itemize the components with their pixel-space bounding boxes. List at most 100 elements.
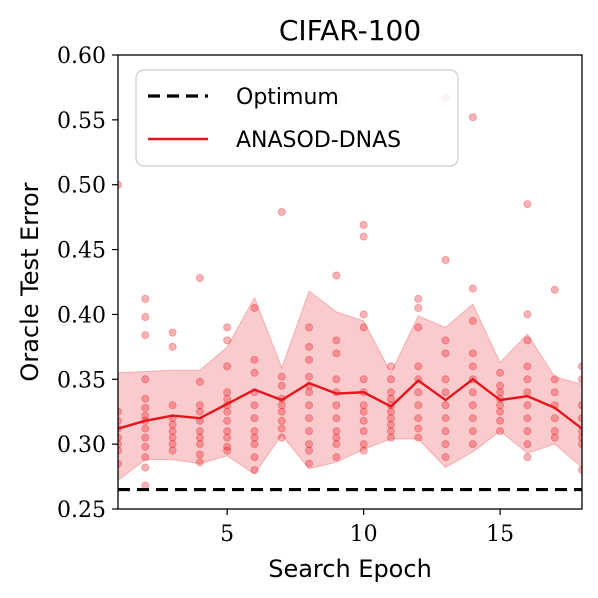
data-point bbox=[523, 414, 532, 423]
data-point bbox=[441, 375, 450, 384]
legend-label-optimum: Optimum bbox=[236, 85, 339, 110]
data-point bbox=[141, 294, 150, 303]
data-point bbox=[141, 463, 150, 472]
data-point bbox=[305, 414, 314, 423]
y-tick-label: 0.30 bbox=[57, 433, 106, 458]
data-point bbox=[332, 453, 341, 462]
data-point bbox=[359, 427, 368, 436]
data-point bbox=[441, 388, 450, 397]
data-point bbox=[414, 424, 423, 433]
data-point bbox=[496, 401, 505, 410]
data-point bbox=[550, 285, 559, 294]
data-point bbox=[195, 427, 204, 436]
data-point bbox=[250, 401, 259, 410]
data-point bbox=[223, 388, 232, 397]
data-point bbox=[250, 368, 259, 377]
data-point bbox=[195, 401, 204, 410]
data-point bbox=[168, 440, 177, 449]
data-point bbox=[523, 200, 532, 209]
data-point bbox=[496, 427, 505, 436]
data-point bbox=[332, 440, 341, 449]
chart-title: CIFAR-100 bbox=[279, 14, 421, 47]
data-point bbox=[414, 323, 423, 332]
data-point bbox=[523, 427, 532, 436]
data-point bbox=[496, 368, 505, 377]
y-tick-label: 0.55 bbox=[57, 109, 106, 134]
data-point bbox=[141, 442, 150, 451]
data-point bbox=[386, 414, 395, 423]
data-point bbox=[386, 388, 395, 397]
data-point bbox=[332, 433, 341, 442]
data-point bbox=[359, 416, 368, 425]
data-point bbox=[141, 453, 150, 462]
data-point bbox=[386, 362, 395, 371]
data-point bbox=[386, 420, 395, 429]
data-point bbox=[523, 362, 532, 371]
data-point bbox=[468, 388, 477, 397]
series-line-anasod-dnas bbox=[118, 377, 582, 430]
data-point bbox=[359, 310, 368, 319]
data-point bbox=[441, 453, 450, 462]
data-point bbox=[141, 313, 150, 322]
data-point bbox=[141, 394, 150, 403]
data-point bbox=[523, 310, 532, 319]
data-point bbox=[250, 427, 259, 436]
data-point bbox=[305, 323, 314, 332]
data-point bbox=[550, 388, 559, 397]
data-point bbox=[523, 336, 532, 345]
data-point bbox=[168, 342, 177, 351]
data-point bbox=[250, 303, 259, 312]
data-point bbox=[468, 401, 477, 410]
data-point bbox=[441, 255, 450, 264]
data-point bbox=[195, 458, 204, 467]
data-point bbox=[578, 466, 582, 475]
data-point bbox=[195, 433, 204, 442]
data-point bbox=[223, 446, 232, 455]
data-point bbox=[496, 388, 505, 397]
data-point bbox=[223, 362, 232, 371]
data-point bbox=[468, 414, 477, 423]
data-point bbox=[305, 427, 314, 436]
plot-area bbox=[118, 93, 582, 492]
x-tick-label: 15 bbox=[486, 522, 514, 547]
plot-frame bbox=[117, 54, 583, 510]
data-point bbox=[468, 284, 477, 293]
data-point bbox=[168, 328, 177, 337]
data-point bbox=[277, 207, 286, 216]
y-axis-label: Oracle Test Error bbox=[16, 182, 44, 381]
data-point bbox=[468, 113, 477, 122]
y-tick-label: 0.45 bbox=[57, 239, 106, 264]
data-point bbox=[496, 416, 505, 425]
y-tick-label: 0.60 bbox=[57, 44, 106, 69]
data-point bbox=[223, 416, 232, 425]
data-point bbox=[305, 342, 314, 351]
data-point bbox=[168, 420, 177, 429]
data-point bbox=[496, 407, 505, 416]
data-point bbox=[523, 401, 532, 410]
data-point bbox=[223, 323, 232, 332]
data-point bbox=[523, 375, 532, 384]
data-point bbox=[277, 433, 286, 442]
data-point bbox=[359, 375, 368, 384]
data-point bbox=[468, 349, 477, 358]
data-point bbox=[195, 440, 204, 449]
data-point bbox=[223, 427, 232, 436]
data-point bbox=[277, 372, 286, 381]
data-point bbox=[223, 407, 232, 416]
data-point bbox=[523, 440, 532, 449]
data-point bbox=[305, 372, 314, 381]
data-point bbox=[578, 433, 582, 442]
data-point bbox=[468, 316, 477, 325]
data-point bbox=[168, 427, 177, 436]
data-point bbox=[305, 355, 314, 364]
data-point bbox=[386, 394, 395, 403]
data-point bbox=[414, 294, 423, 303]
confidence-band bbox=[118, 290, 582, 482]
data-point bbox=[332, 401, 341, 410]
data-point bbox=[332, 336, 341, 345]
data-point bbox=[305, 459, 314, 468]
data-point bbox=[277, 416, 286, 425]
data-point bbox=[141, 433, 150, 442]
data-point bbox=[305, 401, 314, 410]
